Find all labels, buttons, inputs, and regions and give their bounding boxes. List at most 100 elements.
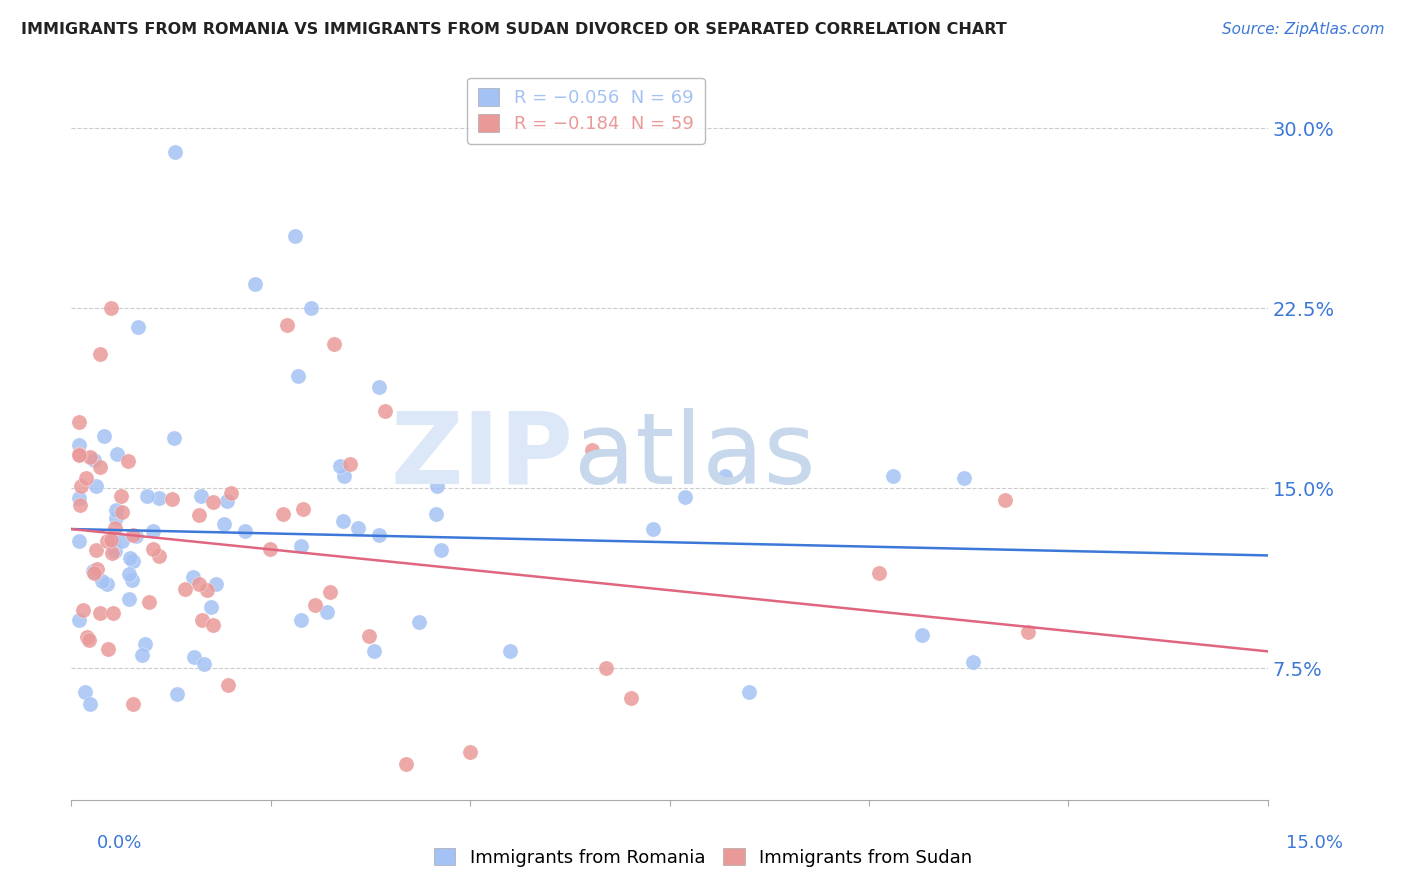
Point	[304, 599, 326, 613]
Point	[217, 678, 239, 692]
Point	[299, 301, 322, 316]
Point	[104, 544, 127, 558]
Point	[67, 613, 90, 627]
Point	[339, 457, 361, 471]
Point	[134, 637, 156, 651]
Point	[111, 534, 134, 549]
Point	[101, 606, 124, 620]
Point	[122, 528, 145, 542]
Point	[291, 502, 314, 516]
Point	[868, 566, 890, 581]
Point	[367, 379, 389, 393]
Point	[76, 631, 98, 645]
Point	[83, 452, 105, 467]
Point	[641, 522, 664, 536]
Point	[79, 697, 101, 711]
Point	[205, 577, 228, 591]
Point	[96, 534, 118, 549]
Point	[408, 615, 430, 630]
Point	[136, 489, 159, 503]
Point	[111, 504, 134, 518]
Point	[89, 346, 111, 360]
Point	[193, 657, 215, 671]
Point	[368, 528, 391, 542]
Point	[333, 468, 356, 483]
Point	[120, 550, 142, 565]
Point	[118, 567, 141, 582]
Point	[212, 516, 235, 531]
Point	[259, 541, 281, 556]
Point	[69, 499, 91, 513]
Point	[166, 687, 188, 701]
Point	[200, 599, 222, 614]
Point	[101, 546, 124, 560]
Point	[73, 684, 96, 698]
Point	[188, 508, 211, 522]
Point	[181, 570, 204, 584]
Point	[100, 301, 122, 316]
Point	[581, 442, 603, 457]
Point	[82, 564, 104, 578]
Text: 0.0%: 0.0%	[97, 834, 142, 852]
Point	[290, 613, 312, 627]
Point	[190, 489, 212, 503]
Point	[104, 510, 127, 524]
Point	[142, 541, 165, 556]
Point	[148, 549, 170, 564]
Point	[499, 644, 522, 658]
Text: atlas: atlas	[574, 408, 815, 505]
Point	[105, 447, 128, 461]
Point	[131, 648, 153, 662]
Point	[271, 507, 294, 521]
Point	[69, 479, 91, 493]
Point	[347, 521, 370, 535]
Point	[84, 542, 107, 557]
Point	[125, 529, 148, 543]
Point	[284, 229, 307, 244]
Point	[673, 490, 696, 504]
Point	[148, 491, 170, 505]
Point	[72, 603, 94, 617]
Point	[316, 605, 339, 619]
Text: Source: ZipAtlas.com: Source: ZipAtlas.com	[1222, 22, 1385, 37]
Text: IMMIGRANTS FROM ROMANIA VS IMMIGRANTS FROM SUDAN DIVORCED OR SEPARATED CORRELATI: IMMIGRANTS FROM ROMANIA VS IMMIGRANTS FR…	[21, 22, 1007, 37]
Point	[84, 479, 107, 493]
Point	[142, 524, 165, 539]
Point	[395, 757, 418, 772]
Point	[67, 438, 90, 452]
Point	[620, 691, 643, 706]
Point	[319, 584, 342, 599]
Point	[138, 595, 160, 609]
Point	[86, 561, 108, 575]
Point	[89, 460, 111, 475]
Point	[359, 630, 381, 644]
Point	[100, 533, 122, 548]
Point	[221, 485, 243, 500]
Point	[287, 368, 309, 383]
Point	[77, 632, 100, 647]
Point	[595, 661, 617, 675]
Point	[101, 533, 124, 548]
Point	[163, 145, 186, 160]
Point	[332, 514, 354, 528]
Text: ZIP: ZIP	[391, 408, 574, 505]
Point	[374, 404, 396, 418]
Point	[195, 583, 218, 598]
Point	[121, 697, 143, 711]
Point	[290, 539, 312, 553]
Point	[104, 521, 127, 535]
Point	[425, 508, 447, 522]
Point	[323, 337, 346, 351]
Point	[243, 277, 266, 292]
Point	[122, 554, 145, 568]
Point	[714, 469, 737, 483]
Point	[67, 491, 90, 505]
Point	[953, 470, 976, 484]
Point	[89, 606, 111, 620]
Point	[121, 573, 143, 587]
Point	[118, 592, 141, 607]
Point	[363, 644, 385, 658]
Text: 15.0%: 15.0%	[1286, 834, 1343, 852]
Point	[235, 524, 257, 538]
Point	[160, 491, 183, 506]
